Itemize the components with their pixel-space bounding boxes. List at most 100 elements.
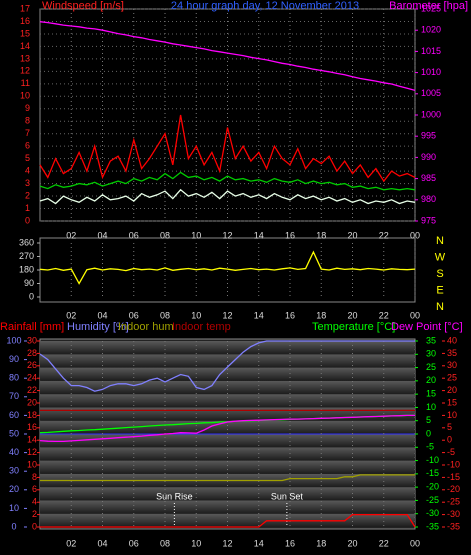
y-tick-label: -35: [447, 521, 460, 531]
y2-tick-label: 1005: [421, 88, 441, 98]
y-tick-label: 8: [25, 116, 30, 126]
y-tick-label: 90: [24, 278, 34, 288]
x-tick-label: 14: [254, 538, 264, 548]
annotation: Sun Set: [271, 491, 304, 501]
y-tick-label: 4: [25, 165, 30, 175]
direction-label: N: [436, 301, 444, 313]
y-tick-label: 180: [19, 264, 34, 274]
y2-tick-label: 1025: [421, 3, 441, 13]
x-tick-label: 12: [222, 310, 232, 320]
y-tick-label: 4: [32, 497, 37, 507]
y-tick-label: 10: [447, 410, 457, 420]
y-tick-label: 7: [25, 128, 30, 138]
y2-tick-label: 1000: [421, 109, 441, 119]
chart-title: 24 hour graph day, 12 November 2013: [171, 0, 359, 12]
background-band: [40, 341, 415, 355]
x-tick-label: 02: [66, 310, 76, 320]
y-tick-label: 100: [6, 335, 21, 345]
y-tick-label: 35: [426, 335, 436, 345]
x-tick-label: 04: [97, 538, 107, 548]
y-tick-label: -20: [426, 482, 439, 492]
y2-axis-label: Barometer [hpa]: [389, 0, 468, 12]
y-tick-label: 11: [21, 78, 30, 88]
y-tick-label: 25: [426, 362, 436, 372]
background-band: [40, 500, 415, 514]
y-tick-label: 30: [9, 466, 19, 476]
y-tick-label: 2: [32, 509, 37, 519]
x-tick-label: 20: [347, 310, 357, 320]
y-tick-label: -5: [426, 442, 434, 452]
y-tick-label: 20: [9, 484, 19, 494]
x-tick-label: 22: [379, 230, 389, 240]
y-tick-label: -30: [447, 509, 460, 519]
y-tick-label: 35: [447, 348, 457, 358]
x-tick-label: 10: [191, 230, 201, 240]
y-tick-label: 360: [19, 237, 34, 247]
y-tick-label: 15: [447, 397, 457, 407]
y-tick-label: 30: [27, 335, 37, 345]
series-line: [39, 340, 415, 392]
y-tick-label: -20: [447, 484, 460, 494]
y-tick-label: 14: [20, 41, 30, 51]
y-tick-label: 14: [27, 435, 37, 445]
y-tick-label: 24: [27, 373, 37, 383]
y-tick-label: 30: [426, 349, 436, 359]
x-tick-label: 18: [316, 538, 326, 548]
x-tick-label: 18: [316, 230, 326, 240]
series-line: [39, 188, 416, 205]
y-tick-label: 3: [25, 178, 30, 188]
x-tick-label: 16: [285, 538, 295, 548]
x-tick-label: 12: [222, 538, 232, 548]
y-tick-label: 40: [9, 447, 19, 457]
y2-tick-label: 1020: [421, 25, 441, 35]
x-tick-label: 02: [66, 538, 76, 548]
y2-tick-label: 980: [421, 194, 436, 204]
x-tick-label: 08: [160, 310, 170, 320]
y-tick-label: -10: [426, 455, 439, 465]
x-tick-label: 16: [285, 310, 295, 320]
y-tick-label: 10: [20, 91, 30, 101]
background-band: [40, 460, 415, 474]
y-tick-label: 16: [27, 422, 37, 432]
y-tick-label: 80: [9, 373, 19, 383]
y2-tick-label: 975: [421, 215, 436, 225]
y-tick-label: 12: [20, 66, 30, 76]
y-tick-label: 60: [9, 410, 19, 420]
y-tick-label: -25: [426, 495, 439, 505]
x-tick-label: 22: [379, 538, 389, 548]
y-tick-label: 2: [25, 190, 30, 200]
x-tick-label: 02: [66, 230, 76, 240]
y-tick-label: -10: [447, 459, 460, 469]
y-tick-label: 9: [25, 103, 30, 113]
y-tick-label: 20: [426, 375, 436, 385]
y-tick-label: 0: [447, 435, 452, 445]
direction-label: N: [436, 235, 444, 247]
x-tick-label: 10: [191, 310, 201, 320]
y-axis-label: Windspeed [m/s]: [42, 0, 124, 12]
y-tick-label: 20: [27, 397, 37, 407]
y-tick-label: 10: [27, 459, 37, 469]
y-tick-label: 0: [32, 521, 37, 531]
series-line: [40, 474, 415, 482]
x-tick-label: 04: [97, 230, 107, 240]
y-tick-label: 70: [9, 391, 19, 401]
background-band: [40, 420, 415, 434]
legend-entry: Rainfall [mm]: [0, 321, 64, 333]
direction-label: S: [436, 268, 443, 280]
y-tick-label: 17: [20, 3, 30, 13]
y-tick-label: 270: [19, 251, 34, 261]
series-line: [39, 114, 416, 183]
x-tick-label: 08: [160, 538, 170, 548]
y-tick-label: 40: [447, 335, 457, 345]
direction-label: W: [435, 251, 446, 263]
x-tick-label: 00: [410, 538, 420, 548]
y-tick-label: 0: [11, 521, 16, 531]
y-tick-label: 1: [25, 203, 30, 213]
y-tick-label: 30: [447, 360, 457, 370]
y-tick-label: 5: [426, 415, 431, 425]
x-tick-label: 12: [222, 230, 232, 240]
direction-label: E: [436, 284, 443, 296]
x-tick-label: 20: [347, 538, 357, 548]
x-tick-label: 20: [347, 230, 357, 240]
